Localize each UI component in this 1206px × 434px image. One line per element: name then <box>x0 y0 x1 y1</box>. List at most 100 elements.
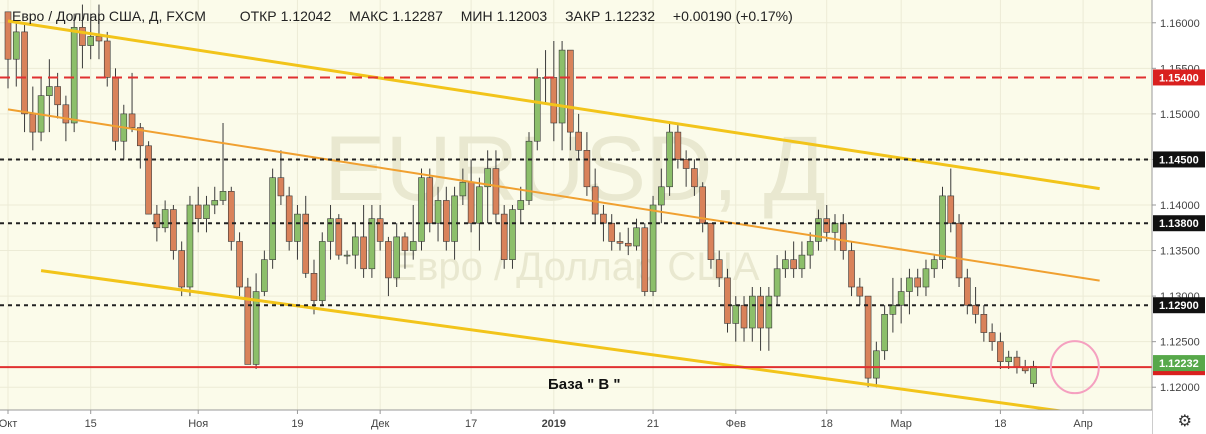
candle-body <box>608 222 616 242</box>
candle-body <box>732 304 740 324</box>
time-tick-label: 19 <box>291 418 303 430</box>
channel-lines[interactable] <box>7 19 1100 418</box>
base-annotation[interactable]: База " В " <box>548 376 620 393</box>
close-value: 1.12232 <box>604 8 655 24</box>
candle-body <box>964 277 971 306</box>
price-tag-label: 1.15400 <box>1159 72 1199 84</box>
candle-body <box>748 295 756 329</box>
candle-body <box>426 177 434 224</box>
time-tick-label: 18 <box>994 418 1006 430</box>
candle-body <box>972 304 979 315</box>
candle-body <box>352 236 359 256</box>
last-price-tag <box>1153 355 1205 372</box>
candle-body <box>517 200 525 210</box>
candle-body <box>699 186 706 224</box>
time-axis[interactable]: Окт 15 Ноя 19 Дек 17 2019 21 Фев 18 Мар 18 Апр <box>0 409 1152 434</box>
candle-body <box>318 241 326 301</box>
price-axis[interactable]: 1.160001.155001.150001.145001.140001.135… <box>1151 0 1206 434</box>
candle-body <box>782 259 789 270</box>
candle-body <box>873 350 880 379</box>
candle-body <box>997 341 1004 363</box>
candle-body <box>955 222 963 279</box>
price-tag-label: 1.13800 <box>1159 218 1199 230</box>
candle-body <box>806 241 814 256</box>
open-label: ОТКР <box>239 8 277 24</box>
candle-body <box>980 314 988 333</box>
symbol-legend: Евро / Доллар США, Д, FXCM ОТКР 1.12042 М… <box>12 8 797 24</box>
candle-body <box>839 222 847 251</box>
candle-body <box>252 291 260 365</box>
candle-body <box>715 259 723 279</box>
candle-body <box>302 213 310 274</box>
time-tick-label: Окт <box>0 418 17 430</box>
candle-body <box>914 277 922 288</box>
candle-body <box>62 104 70 124</box>
candle-body <box>658 186 665 206</box>
candle-body <box>1013 356 1021 368</box>
candle-body <box>261 259 268 292</box>
price-levels[interactable] <box>0 76 1152 369</box>
candle-body <box>856 286 864 297</box>
candle-body <box>12 31 20 60</box>
candle-body <box>575 131 582 151</box>
candle-body <box>443 200 450 242</box>
candle-body <box>186 204 194 288</box>
candle-body <box>327 218 334 242</box>
candle-body <box>269 177 276 260</box>
close-label: ЗАКР <box>565 8 601 24</box>
candle-body <box>682 159 690 169</box>
price-tag <box>1153 297 1205 314</box>
candle-body <box>335 218 343 256</box>
candle-body <box>203 204 210 219</box>
low-label: МИН <box>460 8 493 24</box>
time-tick-label: 17 <box>465 418 477 430</box>
candle-body <box>401 236 409 251</box>
price-tick-label: 1.12000 <box>1160 382 1200 394</box>
gear-icon[interactable]: ⚙ <box>1177 411 1192 430</box>
candle-body <box>409 241 417 251</box>
candle-body <box>244 286 252 365</box>
candle-body <box>550 77 558 124</box>
price-tag <box>1153 151 1205 168</box>
candle-body <box>641 227 649 292</box>
candle-body <box>583 150 591 188</box>
candle-body <box>881 314 888 352</box>
candle-body <box>1005 356 1012 363</box>
candle-body <box>848 250 855 288</box>
candle-body <box>674 131 682 160</box>
candle-body <box>418 177 425 242</box>
candle-body <box>798 254 806 270</box>
symbol-title[interactable]: Евро / Доллар США, Д, FXCM <box>12 8 206 24</box>
channel-line-middle <box>7 108 1100 282</box>
channel-line-upper <box>7 19 1100 191</box>
change-value: +0.00190 (+0.17%) <box>672 8 793 24</box>
candle-body <box>21 31 28 115</box>
candle-body <box>558 49 566 124</box>
highlight-circle[interactable] <box>1049 340 1100 395</box>
candle-body <box>815 218 822 242</box>
time-tick-label: Дек <box>371 418 390 430</box>
candle-body <box>1030 365 1037 384</box>
time-tick-label: Ноя <box>188 418 208 430</box>
candle-body <box>624 242 632 247</box>
time-tick-label: 15 <box>85 418 97 430</box>
candle-body <box>525 140 533 201</box>
candle-body <box>889 304 897 315</box>
candle-body <box>724 277 731 324</box>
candle-body <box>459 181 467 197</box>
candle-body <box>897 291 905 306</box>
candle-body <box>211 200 219 206</box>
candle-body <box>236 241 243 288</box>
low-value: 1.12003 <box>496 8 548 24</box>
candle-body <box>194 204 202 219</box>
candle-body <box>54 86 61 106</box>
candle-body <box>765 295 773 329</box>
candle-body <box>219 191 227 201</box>
candle-body <box>393 236 400 279</box>
candle-body <box>145 145 152 215</box>
candle-body <box>277 177 285 197</box>
price-tick-label: 1.12500 <box>1160 337 1200 349</box>
candle-body <box>567 49 574 133</box>
